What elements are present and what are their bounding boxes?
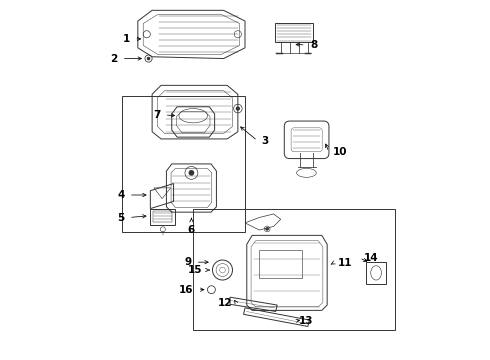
Bar xyxy=(259,249,302,278)
Text: 4: 4 xyxy=(117,190,124,200)
Bar xyxy=(122,96,245,232)
Circle shape xyxy=(189,171,194,175)
Text: 7: 7 xyxy=(153,110,160,120)
Text: 11: 11 xyxy=(338,258,352,268)
Text: 3: 3 xyxy=(262,136,269,146)
Text: 8: 8 xyxy=(310,40,317,50)
Text: 1: 1 xyxy=(122,34,130,44)
Circle shape xyxy=(266,228,268,230)
Text: 9: 9 xyxy=(184,257,192,267)
Text: 10: 10 xyxy=(333,147,348,157)
Bar xyxy=(193,208,395,330)
Circle shape xyxy=(147,58,149,60)
Circle shape xyxy=(237,107,239,110)
Text: 16: 16 xyxy=(179,285,194,295)
Text: 12: 12 xyxy=(218,298,232,308)
Text: 14: 14 xyxy=(364,253,378,263)
Text: 6: 6 xyxy=(188,225,195,235)
Text: 2: 2 xyxy=(110,54,118,64)
Text: 15: 15 xyxy=(188,265,202,275)
Text: 5: 5 xyxy=(118,212,124,222)
Text: 13: 13 xyxy=(299,316,314,326)
